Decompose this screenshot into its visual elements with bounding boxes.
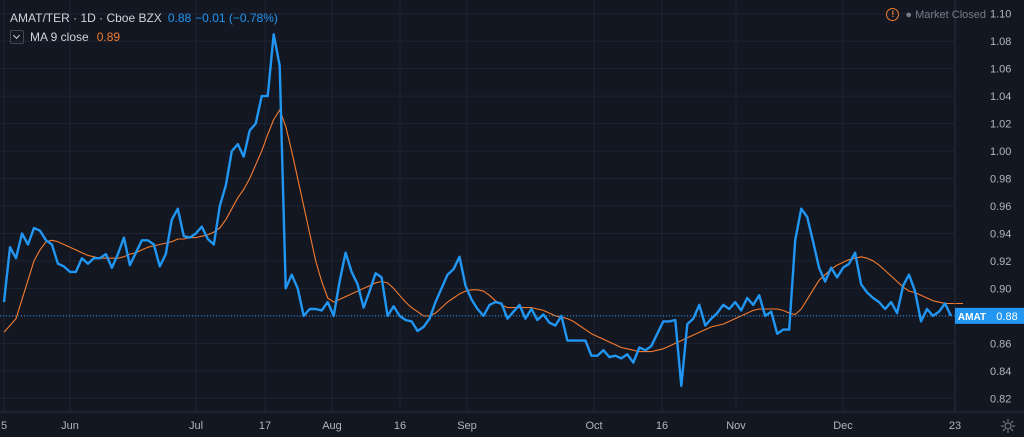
x-tick-label: Dec — [833, 420, 853, 432]
market-status[interactable]: ! ● Market Closed — [886, 8, 986, 21]
x-tick-label: Aug — [322, 420, 342, 432]
y-tick-label: 1.06 — [990, 64, 1011, 76]
x-tick-label: 16 — [394, 420, 406, 432]
y-tick-label: 0.82 — [990, 393, 1011, 405]
y-tick-label: 0.92 — [990, 256, 1011, 268]
dot-icon: ● — [905, 8, 913, 21]
legend-change: −0.01 (−0.78%) — [195, 10, 278, 25]
x-tick-label: 5 — [1, 420, 7, 432]
legend-indicator-row: MA 9 close 0.89 — [10, 27, 278, 46]
warning-icon: ! — [886, 8, 900, 21]
last-value-label: 0.88 — [996, 311, 1017, 323]
y-tick-label: 0.96 — [990, 201, 1011, 213]
indicator-name[interactable]: MA 9 close — [30, 29, 89, 44]
symbol-title[interactable]: AMAT/TER · 1D · Cboe BZX — [10, 10, 162, 25]
x-tick-label: Jul — [189, 420, 203, 432]
y-tick-label: 1.04 — [990, 91, 1011, 103]
last-value-bg — [990, 307, 1024, 324]
y-tick-label: 1.02 — [990, 119, 1011, 131]
market-status-text: Market Closed — [915, 8, 986, 21]
y-tick-label: 0.98 — [990, 174, 1011, 186]
gear-icon[interactable] — [1000, 418, 1016, 434]
y-tick-label: 0.84 — [990, 366, 1011, 378]
y-tick-label: 1.10 — [990, 9, 1011, 21]
series-tag: AMAT — [958, 312, 986, 323]
x-tick-label: 23 — [949, 420, 961, 432]
indicator-value: 0.89 — [96, 29, 121, 44]
x-tick-label: Oct — [585, 420, 602, 432]
x-tick-label: Jun — [61, 420, 79, 432]
y-tick-label: 1.00 — [990, 146, 1011, 158]
legend-price: 0.88 — [167, 10, 192, 25]
x-tick-label: Sep — [457, 420, 477, 432]
y-tick-label: 0.86 — [990, 338, 1011, 350]
legend-main-row: AMAT/TER · 1D · Cboe BZX 0.88 −0.01 (−0.… — [10, 8, 278, 27]
y-tick-label: 0.90 — [990, 283, 1011, 295]
x-tick-label: Nov — [726, 420, 746, 432]
legend: AMAT/TER · 1D · Cboe BZX 0.88 −0.01 (−0.… — [10, 8, 278, 46]
x-tick-label: 16 — [656, 420, 668, 432]
ma-line — [3, 109, 963, 353]
price-line — [2, 33, 953, 388]
series-tag-bg — [955, 307, 990, 324]
chevron-down-icon[interactable] — [10, 29, 24, 44]
x-tick-label: 17 — [259, 420, 271, 432]
y-tick-label: 0.94 — [990, 228, 1011, 240]
y-tick-label: 1.08 — [990, 36, 1011, 48]
